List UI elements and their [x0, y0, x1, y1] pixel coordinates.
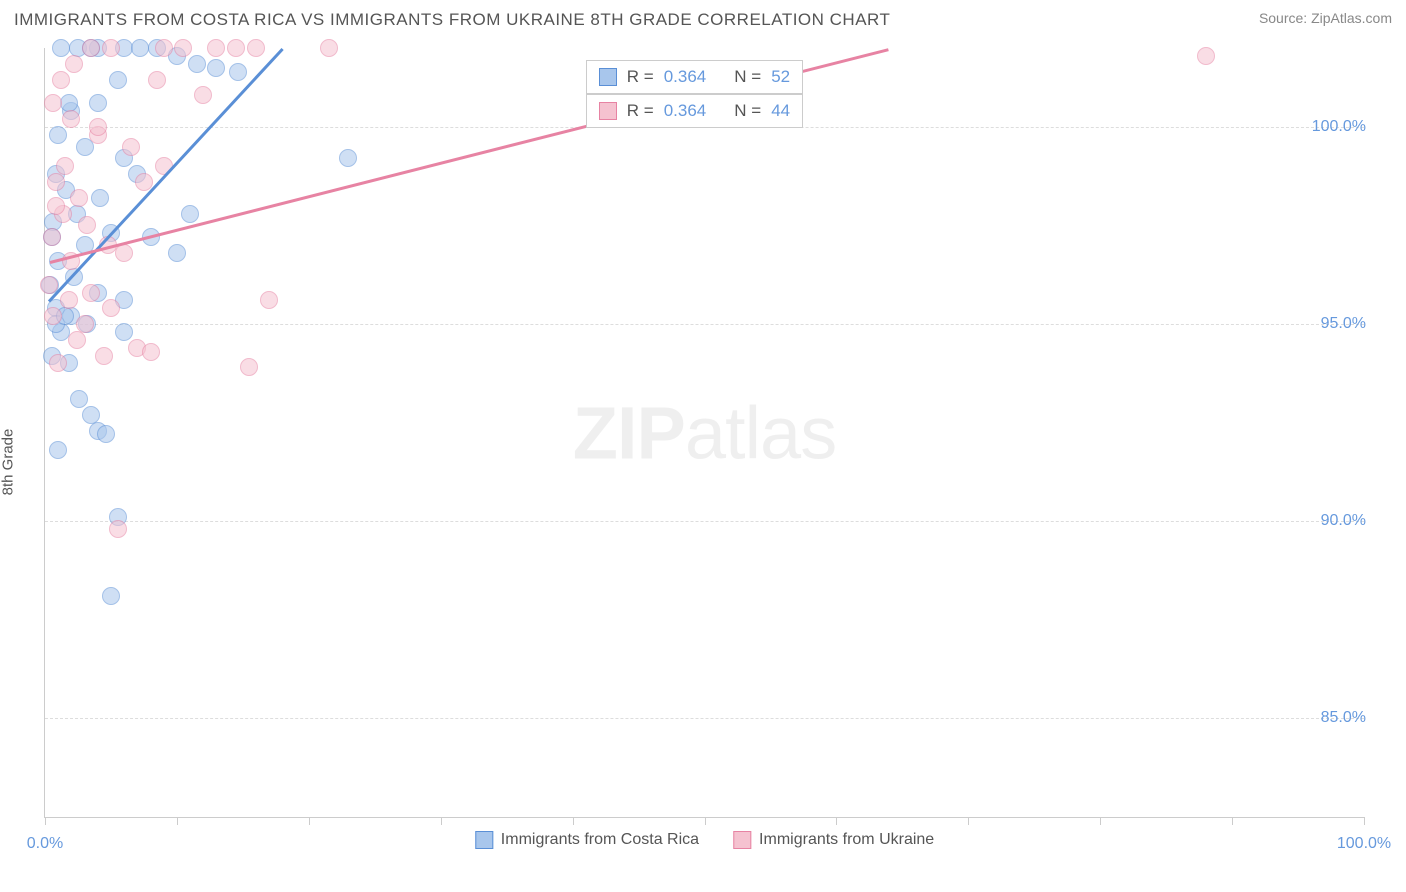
scatter-point	[102, 39, 120, 57]
scatter-point	[240, 358, 258, 376]
scatter-point	[60, 291, 78, 309]
scatter-point	[131, 39, 149, 57]
x-tick	[968, 817, 969, 825]
gridline	[45, 521, 1364, 522]
scatter-point	[174, 39, 192, 57]
scatter-point	[44, 307, 62, 325]
stat-r-value: 0.364	[664, 101, 707, 121]
scatter-point	[49, 354, 67, 372]
x-tick	[836, 817, 837, 825]
legend-item: Immigrants from Ukraine	[733, 831, 934, 849]
legend-label: Immigrants from Ukraine	[759, 831, 934, 849]
series-swatch	[599, 102, 617, 120]
x-tick	[177, 817, 178, 825]
scatter-point	[155, 39, 173, 57]
scatter-point	[49, 126, 67, 144]
y-tick-label: 95.0%	[1321, 315, 1366, 333]
scatter-point	[89, 94, 107, 112]
plot-area: ZIPatlas Immigrants from Costa RicaImmig…	[44, 48, 1364, 818]
scatter-point	[102, 299, 120, 317]
scatter-point	[194, 86, 212, 104]
source-attribution: Source: ZipAtlas.com	[1259, 10, 1392, 26]
legend-item: Immigrants from Costa Rica	[475, 831, 699, 849]
scatter-point	[122, 138, 140, 156]
scatter-point	[142, 343, 160, 361]
y-tick-label: 100.0%	[1312, 118, 1366, 136]
scatter-point	[339, 149, 357, 167]
x-tick	[1232, 817, 1233, 825]
x-tick	[705, 817, 706, 825]
scatter-point	[82, 284, 100, 302]
scatter-point	[70, 390, 88, 408]
scatter-point	[95, 347, 113, 365]
scatter-point	[115, 323, 133, 341]
scatter-point	[52, 71, 70, 89]
scatter-point	[70, 189, 88, 207]
gridline	[45, 718, 1364, 719]
scatter-point	[78, 216, 96, 234]
correlation-stat-box: R = 0.364 N = 44	[586, 94, 803, 128]
y-tick-label: 85.0%	[1321, 709, 1366, 727]
gridline	[45, 324, 1364, 325]
y-axis-label: 8th Grade	[0, 429, 17, 496]
x-tick	[1100, 817, 1101, 825]
stat-r-label: R =	[627, 101, 654, 121]
scatter-point	[91, 189, 109, 207]
scatter-point	[44, 94, 62, 112]
correlation-chart: 8th Grade ZIPatlas Immigrants from Costa…	[14, 42, 1392, 882]
scatter-point	[229, 63, 247, 81]
legend-label: Immigrants from Costa Rica	[501, 831, 699, 849]
x-tick	[309, 817, 310, 825]
y-tick-label: 90.0%	[1321, 512, 1366, 530]
stat-n-label: N =	[734, 67, 761, 87]
legend-swatch	[475, 831, 493, 849]
scatter-point	[1197, 47, 1215, 65]
scatter-point	[227, 39, 245, 57]
scatter-point	[247, 39, 265, 57]
scatter-point	[320, 39, 338, 57]
stat-r-value: 0.364	[664, 67, 707, 87]
scatter-point	[260, 291, 278, 309]
scatter-point	[168, 244, 186, 262]
scatter-point	[102, 587, 120, 605]
scatter-point	[89, 118, 107, 136]
stat-n-value: 44	[771, 101, 790, 121]
correlation-stat-box: R = 0.364 N = 52	[586, 60, 803, 94]
stat-n-value: 52	[771, 67, 790, 87]
scatter-point	[49, 441, 67, 459]
scatter-point	[188, 55, 206, 73]
scatter-point	[97, 425, 115, 443]
scatter-point	[82, 39, 100, 57]
page-title: IMMIGRANTS FROM COSTA RICA VS IMMIGRANTS…	[14, 10, 890, 30]
x-tick-label: 100.0%	[1337, 835, 1391, 853]
x-tick	[441, 817, 442, 825]
scatter-point	[65, 55, 83, 73]
scatter-point	[109, 71, 127, 89]
scatter-point	[109, 520, 127, 538]
scatter-point	[181, 205, 199, 223]
x-tick-label: 0.0%	[27, 835, 63, 853]
watermark: ZIPatlas	[573, 390, 836, 475]
scatter-point	[43, 228, 61, 246]
scatter-point	[47, 197, 65, 215]
scatter-point	[47, 173, 65, 191]
scatter-point	[62, 110, 80, 128]
stat-n-label: N =	[734, 101, 761, 121]
legend-swatch	[733, 831, 751, 849]
scatter-point	[56, 157, 74, 175]
scatter-point	[82, 406, 100, 424]
series-legend: Immigrants from Costa Rica Immigrants fro…	[475, 831, 934, 849]
scatter-point	[207, 59, 225, 77]
scatter-point	[207, 39, 225, 57]
scatter-point	[68, 331, 86, 349]
scatter-point	[148, 71, 166, 89]
trend-line	[48, 48, 284, 302]
x-tick	[45, 817, 46, 825]
x-tick	[1364, 817, 1365, 825]
scatter-point	[52, 39, 70, 57]
x-tick	[573, 817, 574, 825]
stat-r-label: R =	[627, 67, 654, 87]
series-swatch	[599, 68, 617, 86]
